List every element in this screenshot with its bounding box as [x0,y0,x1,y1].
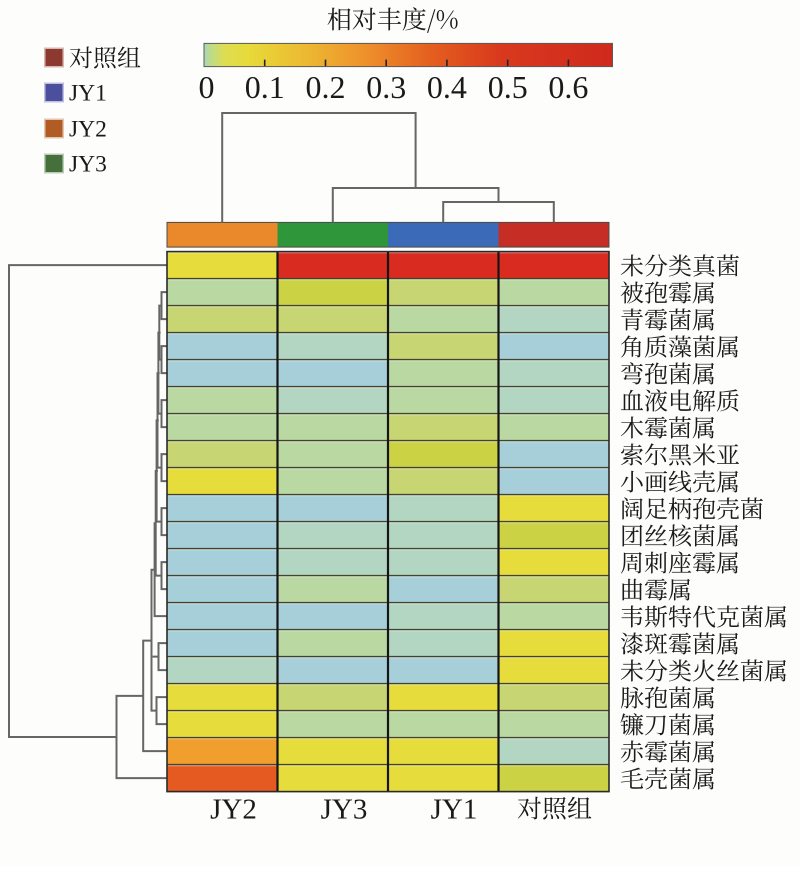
svg-text:JY3: JY3 [69,152,107,178]
svg-text:JY2: JY2 [69,117,107,143]
svg-text:0.4: 0.4 [427,69,467,105]
svg-text:JY2: JY2 [210,794,257,826]
svg-text:0.1: 0.1 [245,69,285,105]
svg-text:0.2: 0.2 [306,69,346,105]
svg-text:JY3: JY3 [321,794,368,826]
svg-text:0.6: 0.6 [548,69,588,105]
svg-text:0.3: 0.3 [366,69,406,105]
svg-text:JY1: JY1 [431,794,478,826]
svg-text:0: 0 [199,69,215,105]
svg-text:0.5: 0.5 [488,69,528,105]
svg-text:JY1: JY1 [69,81,107,107]
